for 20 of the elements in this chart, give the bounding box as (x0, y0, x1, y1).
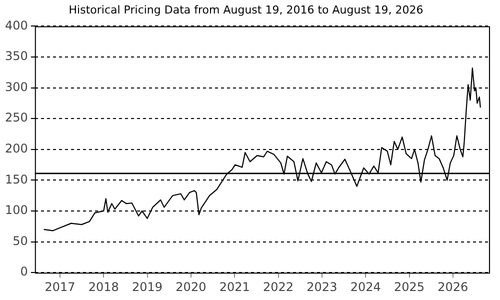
y-tick-label: 200 (5, 142, 28, 156)
y-tick-label: 50 (12, 234, 28, 248)
y-tick-label: 350 (5, 49, 28, 64)
x-tick-label: 2024 (350, 280, 381, 294)
x-tick-label: 2017 (44, 280, 76, 294)
x-tick-label: 2020 (176, 280, 206, 294)
x-tick-label: 2026 (438, 280, 468, 294)
y-tick-label: 400 (5, 18, 28, 32)
chart-title: Historical Pricing Data from August 19, 2016 to August 19, 2026 (68, 3, 424, 16)
x-tick-label: 2022 (262, 280, 294, 294)
y-tick-label: 0 (20, 264, 28, 279)
x-tick-label: 2018 (88, 280, 119, 294)
y-tick-label: 150 (5, 172, 28, 186)
x-tick-label: 2025 (394, 280, 425, 294)
x-tick-label: 2019 (132, 280, 163, 294)
x-tick-label: 2021 (219, 280, 250, 294)
y-tick-label: 250 (5, 110, 28, 125)
x-tick-label: 2023 (306, 280, 338, 294)
y-tick-label: 300 (5, 80, 28, 94)
y-tick-label: 100 (5, 203, 28, 218)
